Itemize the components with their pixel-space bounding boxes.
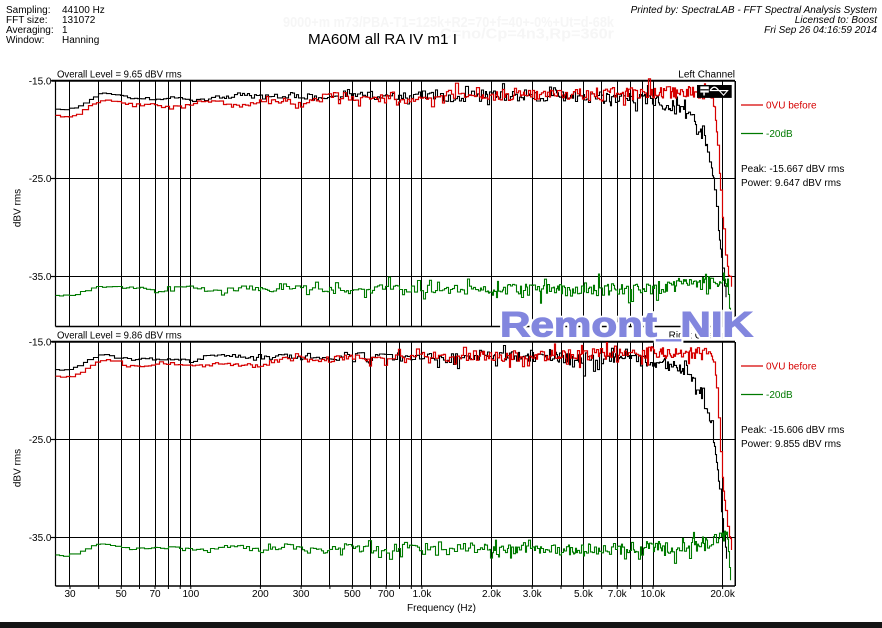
svg-text:0VU before: 0VU before xyxy=(766,101,817,112)
svg-text:Window:: Window: xyxy=(6,35,44,46)
svg-text:dBV rms: dBV rms xyxy=(13,449,24,487)
svg-text:50: 50 xyxy=(116,589,128,600)
svg-text:C=no/Cp=4n3,Rp=360r: C=no/Cp=4n3,Rp=360r xyxy=(440,27,614,43)
svg-text:1: 1 xyxy=(62,25,68,36)
svg-text:Remont_NIK: Remont_NIK xyxy=(500,306,753,345)
svg-text:-20dB: -20dB xyxy=(766,129,793,140)
svg-text:-35.0: -35.0 xyxy=(29,272,52,283)
svg-text:131072: 131072 xyxy=(62,15,96,26)
svg-text:3.0k: 3.0k xyxy=(523,589,543,600)
svg-text:Sampling:: Sampling: xyxy=(6,5,50,16)
svg-text:dBV rms: dBV rms xyxy=(13,189,24,227)
svg-text:5.0k: 5.0k xyxy=(574,589,594,600)
svg-text:Hanning: Hanning xyxy=(62,35,99,46)
svg-text:-20dB: -20dB xyxy=(766,390,793,401)
svg-text:44100 Hz: 44100 Hz xyxy=(62,5,105,16)
svg-text:200: 200 xyxy=(252,589,269,600)
svg-text:10.0k: 10.0k xyxy=(641,589,666,600)
svg-text:Remont_NIK: Remont_NIK xyxy=(500,306,753,345)
svg-text:100: 100 xyxy=(182,589,199,600)
svg-text:Right Channel: Right Channel xyxy=(669,331,732,342)
svg-text:Power: 9.855 dBV rms: Power: 9.855 dBV rms xyxy=(741,439,841,450)
svg-text:9000+m m73/PBA-T1=125k+R2=70+f: 9000+m m73/PBA-T1=125k+R2=70+f=40+-0%+Ut… xyxy=(283,15,615,31)
svg-text:Peak: -15.667 dBV rms: Peak: -15.667 dBV rms xyxy=(741,164,844,175)
svg-text:Left Channel: Left Channel xyxy=(678,70,735,81)
svg-text:-35.0: -35.0 xyxy=(29,533,52,544)
svg-text:70: 70 xyxy=(149,589,161,600)
svg-text:7.0k: 7.0k xyxy=(608,589,628,600)
svg-text:Peak: -15.606 dBV rms: Peak: -15.606 dBV rms xyxy=(741,425,844,436)
svg-text:Licensed to: Boost: Licensed to: Boost xyxy=(795,15,878,26)
svg-text:0VU before: 0VU before xyxy=(766,362,817,373)
svg-text:Power: 9.647 dBV rms: Power: 9.647 dBV rms xyxy=(741,178,841,189)
svg-text:Averaging:: Averaging: xyxy=(6,25,54,36)
svg-text:30: 30 xyxy=(64,589,76,600)
svg-text:Overall Level = 9.65 dBV rms: Overall Level = 9.65 dBV rms xyxy=(57,70,182,81)
svg-text:-15.0: -15.0 xyxy=(29,76,52,87)
svg-text:300: 300 xyxy=(293,589,310,600)
svg-text:1.0k: 1.0k xyxy=(412,589,432,600)
svg-text:FFT size:: FFT size: xyxy=(6,15,47,26)
svg-text:Fri Sep 26 04:16:59 2014: Fri Sep 26 04:16:59 2014 xyxy=(764,25,877,36)
svg-text:700: 700 xyxy=(378,589,395,600)
svg-text:20.0k: 20.0k xyxy=(710,589,735,600)
svg-text:MA60M all RA IV m1 I: MA60M all RA IV m1 I xyxy=(308,31,457,48)
svg-text:500: 500 xyxy=(344,589,361,600)
svg-text:-25.0: -25.0 xyxy=(29,435,52,446)
svg-text:Printed by: SpectraLAB - FFT S: Printed by: SpectraLAB - FFT Spectral An… xyxy=(631,5,877,16)
svg-text:Overall Level = 9.86 dBV rms: Overall Level = 9.86 dBV rms xyxy=(57,331,182,342)
svg-text:Frequency (Hz): Frequency (Hz) xyxy=(407,603,476,614)
svg-text:2.0k: 2.0k xyxy=(482,589,502,600)
svg-text:-15.0: -15.0 xyxy=(29,337,52,348)
svg-text:-25.0: -25.0 xyxy=(29,174,52,185)
